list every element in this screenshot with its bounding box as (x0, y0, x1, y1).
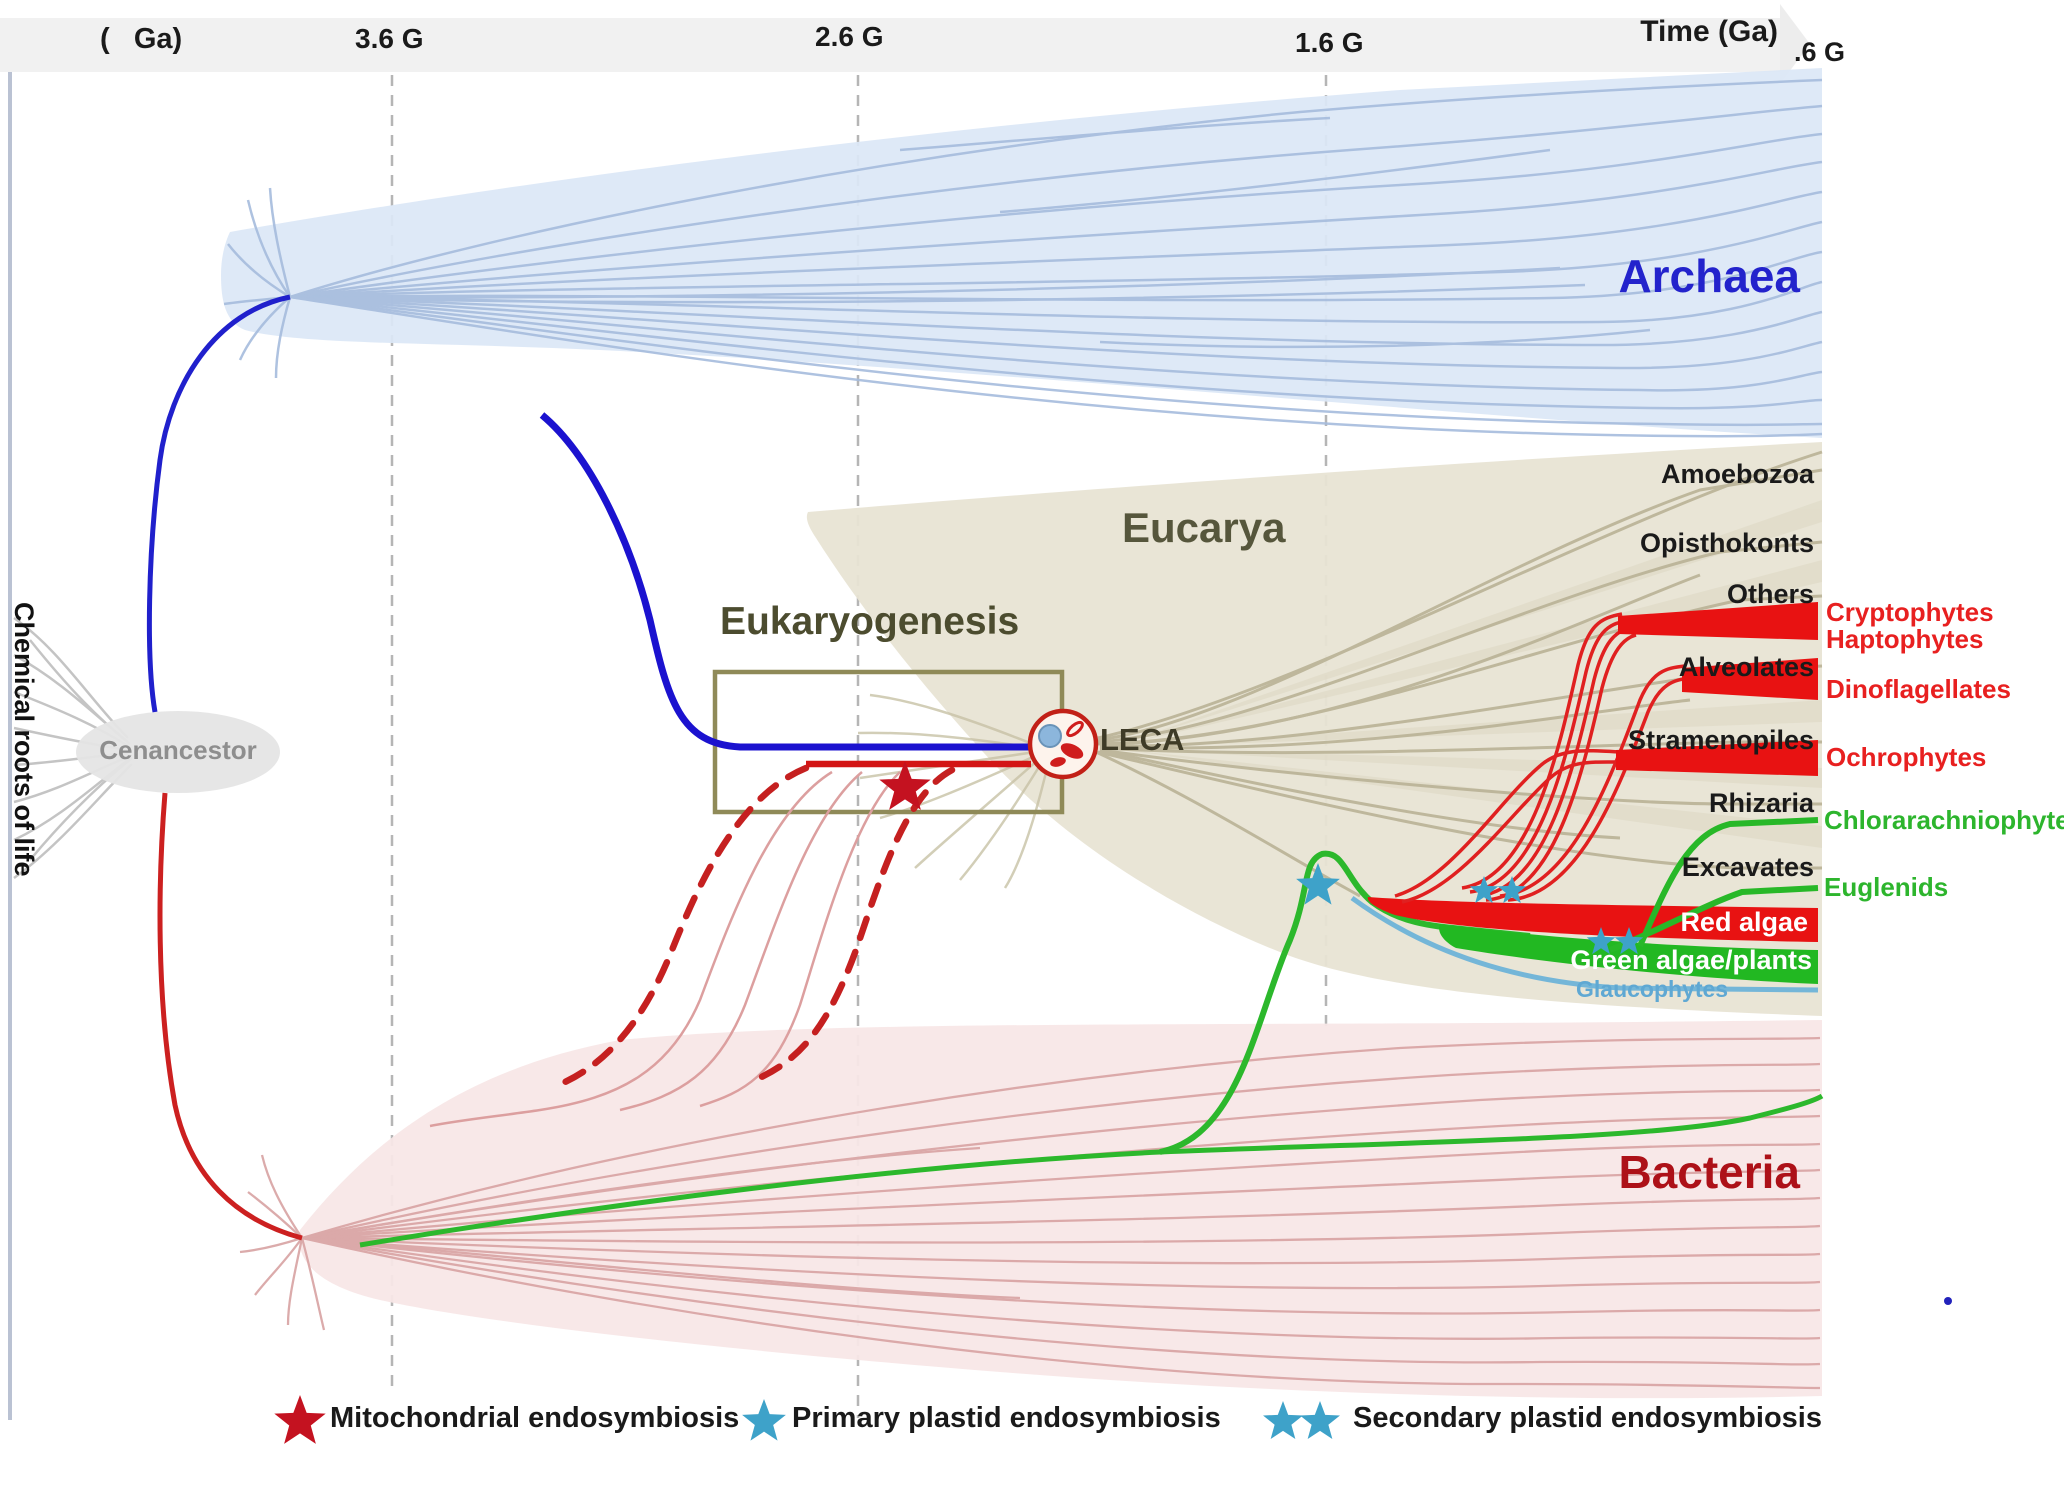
bacteria-label: Bacteria (1618, 1146, 1800, 1198)
taxon-cryptophytes: Cryptophytes (1826, 597, 1994, 627)
leca-label: LECA (1100, 722, 1185, 757)
stray-dot (1944, 1297, 1952, 1305)
mitochondrial-ancestor-curves (429, 764, 956, 1128)
taxon-amoebozoa: Amoebozoa (1660, 459, 1814, 489)
legend-double-blue-star-icon (1263, 1401, 1340, 1439)
taxon-rhizaria: Rhizaria (1708, 788, 1814, 818)
legend-red-star-icon (274, 1395, 326, 1444)
taxon-ochrophytes: Ochrophytes (1826, 742, 1987, 772)
archaea-fan-lines (223, 78, 1823, 438)
taxon-others: Others (1726, 579, 1814, 609)
plastid-green-lines (359, 850, 1824, 1248)
axis-tick-2-6: 2.6 G (815, 21, 884, 52)
eukaryote-host-stem (539, 412, 1031, 751)
bacteria-stem (157, 792, 303, 1241)
taxon-green-algae-plants: Green algae/plants (1570, 945, 1812, 975)
time-axis-band (0, 4, 1810, 84)
axis-tick-0-6: .6 G (1794, 37, 1846, 67)
bacteria-fan-lines (239, 1036, 1821, 1390)
eukaryogenesis-label: Eukaryogenesis (720, 600, 1020, 643)
taxon-stramenopiles: Stramenopiles (1627, 725, 1814, 755)
taxon-dinoflagellates: Dinoflagellates (1826, 674, 2011, 704)
chemical-roots-label: Chemical roots of life (9, 602, 39, 877)
archaea-label: Archaea (1618, 250, 1800, 302)
axis-tick-1-6: 1.6 G (1295, 27, 1364, 58)
cenancestor-label: Cenancestor (99, 735, 257, 765)
axis-tick-origin: ( Ga) (100, 23, 183, 55)
taxon-opisthokonts: Opisthokonts (1640, 528, 1814, 558)
taxon-euglenids: Euglenids (1824, 872, 1949, 902)
taxon-alveolates: Alveolates (1678, 652, 1814, 682)
legend-mitochondrial-label: Mitochondrial endosymbiosis (330, 1402, 740, 1434)
eucarya-label: Eucarya (1122, 504, 1286, 551)
legend-blue-star-icon (742, 1399, 786, 1441)
bacteria-band (299, 1020, 1822, 1399)
taxon-red-algae: Red algae (1680, 907, 1808, 937)
legend-secondary-plastid-label: Secondary plastid endosymbiosis (1353, 1402, 1822, 1434)
leca-cell-icon (1027, 708, 1099, 780)
taxon-haptophytes: Haptophytes (1826, 624, 1984, 654)
cenancestor-ellipse (76, 711, 280, 793)
axis-title: Time (Ga) (1640, 15, 1778, 48)
taxon-chlorarachniophytes: Chlorarachniophytes (1824, 805, 2064, 835)
archaea-stem (146, 294, 291, 713)
domain-stems (146, 294, 1031, 1241)
taxon-glaucophytes: Glaucophytes (1576, 976, 1729, 1002)
taxon-excavates: Excavates (1681, 852, 1814, 882)
legend-primary-plastid-label: Primary plastid endosymbiosis (792, 1402, 1221, 1434)
archaea-band (221, 68, 1822, 438)
axis-tick-3-6: 3.6 G (355, 23, 424, 54)
eucarya-band (806, 442, 1822, 1016)
